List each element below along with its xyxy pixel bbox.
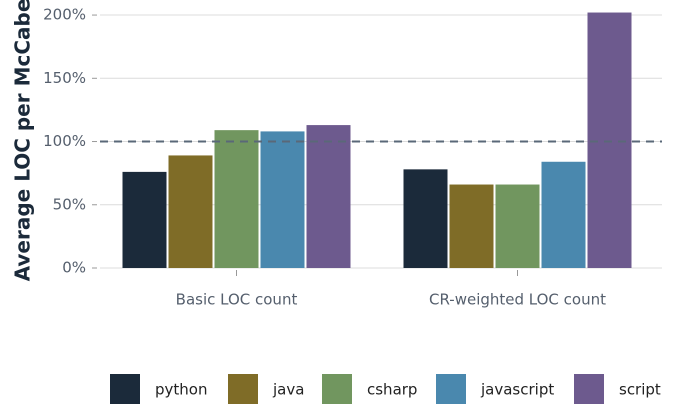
x-tick-label: CR-weighted LOC count (429, 291, 606, 309)
legend-label: javascript (480, 381, 554, 399)
legend-swatch (436, 374, 466, 404)
legend-label: java (272, 381, 304, 399)
bar (541, 161, 586, 268)
bar (214, 130, 259, 268)
x-tick-label: Basic LOC count (176, 291, 298, 309)
bar (403, 169, 448, 268)
bar (168, 155, 213, 268)
y-tick-label: 150% (43, 69, 86, 87)
y-tick-label: 200% (43, 6, 86, 24)
legend-label: csharp (367, 381, 417, 399)
y-axis-title: Average LOC per McCabe (11, 0, 35, 281)
legend-label: script (619, 381, 661, 399)
bar (587, 12, 632, 268)
y-tick-label: 50% (53, 195, 86, 213)
bar (306, 125, 351, 269)
bar (260, 131, 305, 268)
legend-swatch (574, 374, 604, 404)
bar (122, 171, 167, 268)
legend-swatch (110, 374, 140, 404)
bar (495, 184, 540, 268)
y-tick-label: 100% (43, 132, 86, 150)
y-tick-label: 0% (62, 259, 86, 277)
legend-label: python (155, 381, 207, 399)
legend-swatch (228, 374, 258, 404)
bar (449, 184, 494, 268)
legend-swatch (322, 374, 352, 404)
